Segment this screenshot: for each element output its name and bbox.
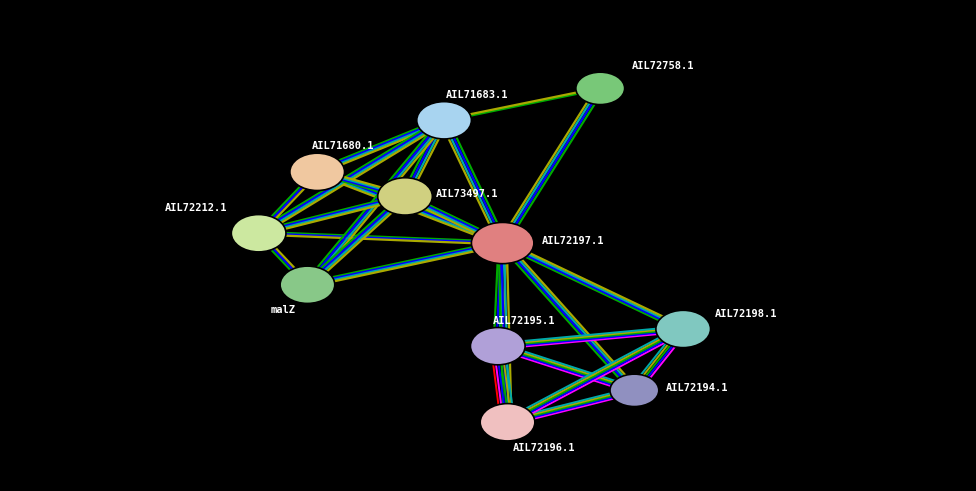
Ellipse shape [231,215,286,252]
Ellipse shape [378,178,432,215]
Ellipse shape [656,310,711,348]
Text: AIL72196.1: AIL72196.1 [512,443,575,453]
Ellipse shape [480,404,535,441]
Text: AIL72197.1: AIL72197.1 [542,236,604,246]
Ellipse shape [280,266,335,303]
Text: AIL72195.1: AIL72195.1 [493,316,555,326]
Ellipse shape [290,153,345,191]
Text: AIL72194.1: AIL72194.1 [666,383,728,393]
Text: AIL73497.1: AIL73497.1 [436,189,499,199]
Text: AIL72198.1: AIL72198.1 [714,309,777,319]
Ellipse shape [471,222,534,264]
Ellipse shape [417,102,471,139]
Text: AIL72758.1: AIL72758.1 [631,61,694,71]
Ellipse shape [576,72,625,105]
Text: AIL71680.1: AIL71680.1 [312,141,375,151]
Text: malZ: malZ [270,305,296,315]
Text: AIL71683.1: AIL71683.1 [446,90,508,100]
Text: AIL72212.1: AIL72212.1 [165,203,227,213]
Ellipse shape [610,374,659,407]
Ellipse shape [470,327,525,365]
